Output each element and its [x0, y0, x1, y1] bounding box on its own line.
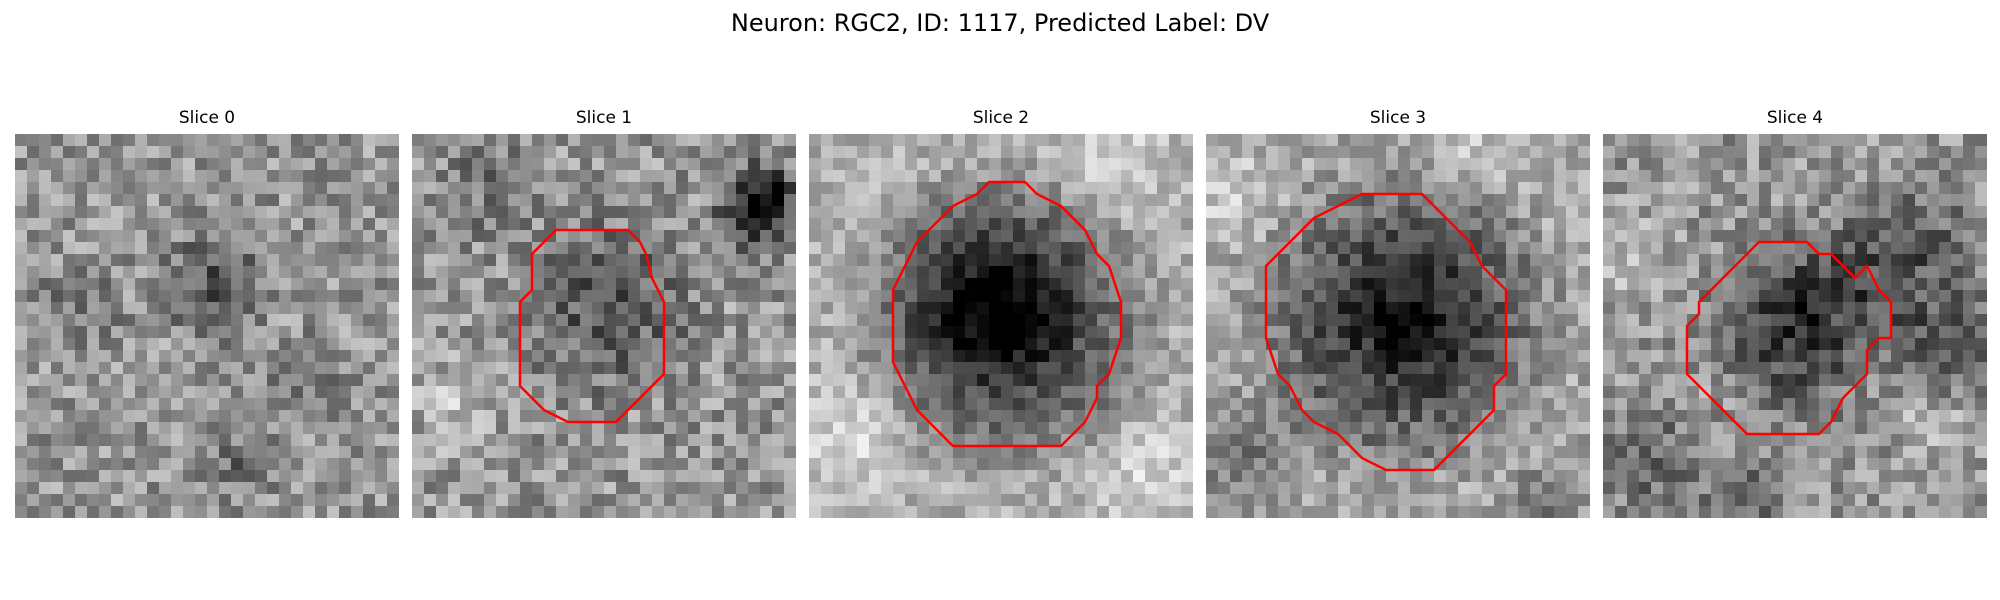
roi-contour	[891, 180, 1123, 448]
roi-contour	[518, 228, 666, 424]
slice-title-2: Slice 2	[972, 108, 1030, 128]
slice-image-3	[1206, 134, 1590, 518]
slice-panel-2: Slice 2	[809, 108, 1193, 518]
roi-contour	[1685, 240, 1893, 436]
roi-contour	[1264, 192, 1508, 472]
slice-title-3: Slice 3	[1369, 108, 1427, 128]
slice-image-0	[15, 134, 399, 518]
figure-title: Neuron: RGC2, ID: 1117, Predicted Label:…	[730, 9, 1270, 37]
slice-image-2	[809, 134, 1193, 518]
slice-panel-4: Slice 4	[1603, 108, 1987, 518]
slice-image-4	[1603, 134, 1987, 518]
slice-panel-3: Slice 3	[1206, 108, 1590, 518]
slice-image-1	[412, 134, 796, 518]
slice-panel-0: Slice 0	[15, 108, 399, 518]
slice-panel-1: Slice 1	[412, 108, 796, 518]
slice-title-0: Slice 0	[178, 108, 236, 128]
slice-title-4: Slice 4	[1766, 108, 1824, 128]
slice-title-1: Slice 1	[575, 108, 633, 128]
